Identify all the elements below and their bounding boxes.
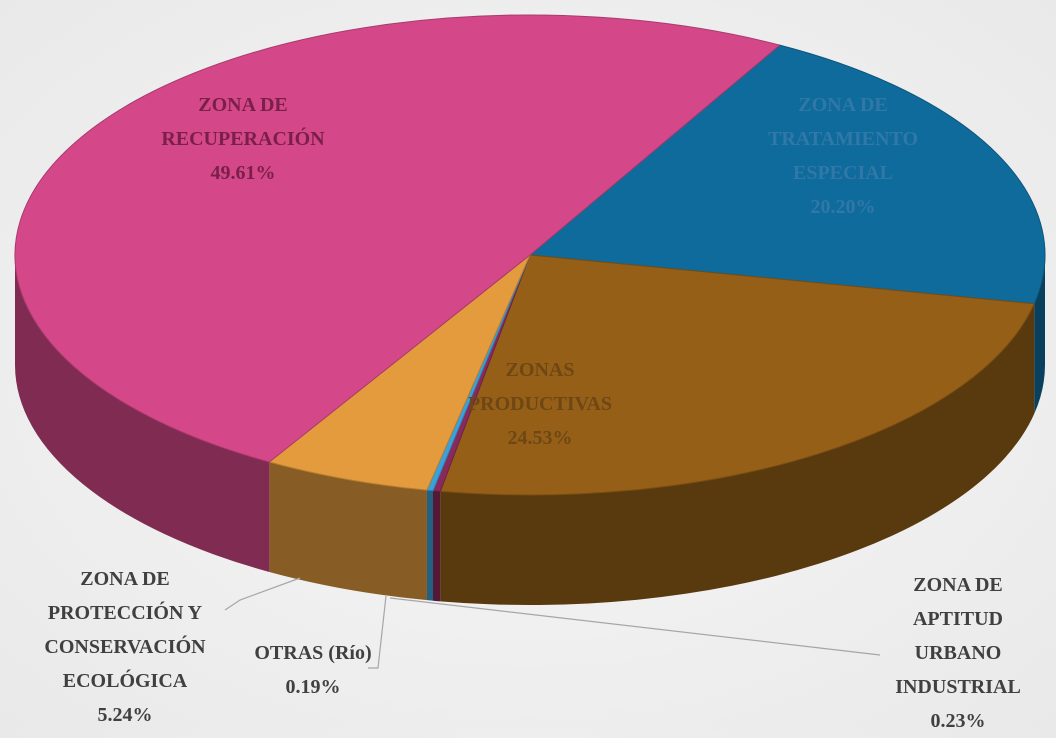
value-label: 20.20%	[810, 196, 876, 218]
category-name: ZONAS PRODUCTIVAS	[467, 359, 613, 415]
slice-side	[426, 490, 434, 601]
value-label: 0.19%	[285, 676, 341, 698]
leader-line	[368, 595, 387, 669]
category-name: ZONA DE PROTECCIÓN Y CONSERVACIÓN ECOLÓG…	[44, 568, 206, 692]
leader-line	[224, 577, 301, 611]
category-name: ZONA DE APTITUD URBANO INDUSTRIAL	[895, 574, 1021, 698]
value-label: 5.24%	[97, 704, 153, 726]
slice	[439, 254, 1036, 496]
category-name: OTRAS (Río)	[254, 642, 372, 664]
value-label: 24.53%	[507, 427, 573, 449]
slice-label: ZONA DE TRATAMIENTO ESPECIAL 20.20%	[743, 88, 943, 224]
slice-side	[14, 255, 270, 572]
value-label: 0.23%	[930, 710, 986, 732]
slice	[14, 14, 781, 463]
category-name: ZONA DE RECUPERACIÓN	[161, 94, 325, 150]
value-label: 49.61%	[210, 162, 276, 184]
slice-label: ZONA DE RECUPERACIÓN 49.61%	[138, 88, 348, 190]
slice-label: ZONA DE APTITUD URBANO INDUSTRIAL 0.23%	[888, 568, 1028, 738]
slice	[528, 44, 1046, 305]
slice-label: ZONAS PRODUCTIVAS 24.53%	[445, 353, 635, 455]
leader-line	[389, 597, 881, 656]
category-name: ZONA DE TRATAMIENTO ESPECIAL	[767, 94, 919, 184]
slice-side	[1034, 255, 1045, 414]
slice-label: ZONA DE PROTECCIÓN Y CONSERVACIÓN ECOLÓG…	[30, 562, 220, 732]
slice-side	[440, 303, 1035, 605]
slice	[268, 254, 531, 491]
slice-side	[269, 461, 427, 601]
slice-side	[433, 490, 441, 602]
slice-label: OTRAS (Río) 0.19%	[233, 636, 393, 704]
